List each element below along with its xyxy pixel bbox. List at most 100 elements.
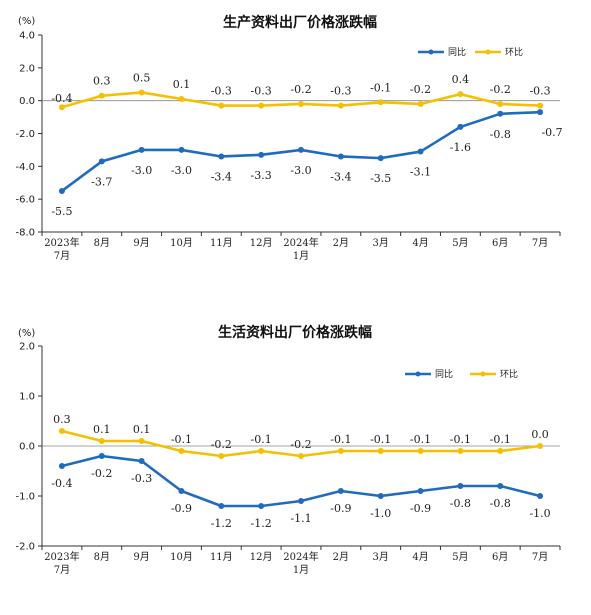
x-tick-label: 3月	[373, 551, 389, 563]
data-label-yoy: -1.6	[450, 141, 471, 154]
x-tick-label: 4月	[412, 551, 428, 563]
data-label-yoy: -3.3	[251, 169, 272, 182]
data-point-yoy[interactable]	[178, 488, 185, 494]
data-point-yoy[interactable]	[58, 187, 65, 194]
data-label-mom: 0.4	[452, 73, 470, 86]
x-tick-label: 2023年	[44, 236, 79, 249]
data-point-yoy[interactable]	[417, 488, 424, 494]
data-point-yoy[interactable]	[497, 110, 504, 117]
data-point-yoy[interactable]	[258, 151, 265, 158]
data-label-mom: 0.1	[173, 78, 191, 91]
data-label-mom: 0.3	[93, 75, 111, 88]
y-tick-label: -6.0	[15, 195, 35, 206]
legend-item-yoy[interactable]: 同比	[405, 368, 453, 380]
y-tick-label: 2.0	[19, 63, 35, 74]
data-point-mom[interactable]	[298, 100, 304, 107]
data-point-mom[interactable]	[98, 92, 105, 99]
data-point-mom[interactable]	[258, 448, 265, 454]
y-tick-label: 2.0	[19, 342, 35, 353]
data-point-mom[interactable]	[138, 438, 145, 444]
data-point-yoy[interactable]	[58, 463, 65, 469]
data-point-mom[interactable]	[138, 89, 145, 96]
data-label-mom: -0.1	[330, 433, 351, 446]
data-label-yoy: -1.2	[211, 517, 232, 530]
data-point-mom[interactable]	[58, 428, 65, 434]
data-point-yoy[interactable]	[98, 158, 105, 165]
legend-item-mom[interactable]: 环比	[475, 46, 523, 58]
data-point-yoy[interactable]	[457, 483, 464, 489]
data-label-mom: -0.1	[450, 433, 471, 446]
data-label-yoy: -0.8	[490, 497, 511, 510]
unit-label: (%)	[18, 16, 35, 27]
legend-item-yoy[interactable]: 同比	[418, 46, 466, 58]
data-point-yoy[interactable]	[98, 453, 105, 459]
data-point-mom[interactable]	[377, 448, 384, 454]
data-point-mom[interactable]	[537, 443, 544, 449]
data-label-yoy: -0.9	[330, 502, 351, 515]
x-tick-label: 8月	[94, 237, 110, 249]
data-label-mom: -0.3	[330, 85, 351, 98]
data-point-mom[interactable]	[98, 438, 105, 444]
data-point-mom[interactable]	[337, 102, 344, 109]
x-tick-label: 10月	[170, 551, 193, 563]
data-label-yoy: -0.2	[91, 467, 112, 480]
data-point-yoy[interactable]	[497, 483, 504, 489]
data-label-yoy: -1.0	[529, 507, 550, 520]
x-tick-label: 12月	[250, 551, 273, 563]
data-label-yoy: -0.8	[490, 128, 511, 141]
data-point-mom[interactable]	[377, 99, 384, 106]
x-tick-label: 2月	[333, 237, 349, 249]
data-point-mom[interactable]	[258, 102, 265, 109]
data-point-mom[interactable]	[218, 102, 225, 109]
data-point-mom[interactable]	[218, 453, 225, 459]
data-label-yoy: -3.4	[211, 170, 232, 183]
data-label-mom: -0.1	[490, 433, 511, 446]
data-point-mom[interactable]	[537, 102, 544, 109]
data-label-yoy: -0.9	[171, 502, 192, 515]
data-point-yoy[interactable]	[377, 155, 384, 162]
data-point-yoy[interactable]	[337, 153, 344, 160]
data-point-mom[interactable]	[497, 100, 504, 107]
data-point-mom[interactable]	[58, 104, 65, 111]
y-tick-label: -4.0	[15, 162, 35, 173]
data-label-mom: -0.2	[290, 438, 311, 451]
data-point-yoy[interactable]	[377, 493, 384, 499]
data-label-yoy: -1.2	[251, 517, 272, 530]
data-point-yoy[interactable]	[258, 503, 265, 509]
legend-item-mom[interactable]: 环比	[470, 368, 518, 380]
data-point-mom[interactable]	[298, 453, 304, 459]
data-point-mom[interactable]	[497, 448, 504, 454]
data-point-mom[interactable]	[417, 448, 424, 454]
data-label-mom: -0.1	[410, 433, 431, 446]
data-point-yoy[interactable]	[298, 498, 304, 504]
data-point-yoy[interactable]	[218, 153, 225, 160]
data-label-mom: -0.2	[490, 83, 511, 96]
data-point-yoy[interactable]	[537, 109, 544, 116]
y-tick-label: -8.0	[15, 228, 35, 239]
data-point-yoy[interactable]	[298, 146, 304, 153]
data-point-yoy[interactable]	[138, 458, 145, 464]
x-tick-label: 11月	[210, 551, 233, 563]
data-point-yoy[interactable]	[138, 146, 145, 153]
data-point-mom[interactable]	[457, 448, 464, 454]
data-label-mom: -0.3	[211, 85, 232, 98]
data-point-mom[interactable]	[457, 91, 464, 98]
data-point-mom[interactable]	[178, 448, 185, 454]
data-point-yoy[interactable]	[457, 123, 464, 130]
data-label-mom: 0.0	[531, 428, 549, 441]
data-point-mom[interactable]	[417, 100, 424, 107]
data-point-yoy[interactable]	[417, 148, 424, 155]
data-point-mom[interactable]	[337, 448, 344, 454]
data-point-yoy[interactable]	[178, 146, 185, 153]
data-point-mom[interactable]	[178, 96, 185, 103]
data-point-yoy[interactable]	[337, 488, 344, 494]
legend-label-yoy: 同比	[435, 368, 453, 380]
x-tick-label: 10月	[170, 237, 193, 249]
data-point-yoy[interactable]	[537, 493, 544, 499]
data-label-mom: 0.3	[53, 413, 71, 426]
data-point-yoy[interactable]	[218, 503, 225, 509]
data-label-yoy: -3.7	[91, 175, 112, 188]
data-label-yoy: -1.1	[290, 512, 311, 525]
